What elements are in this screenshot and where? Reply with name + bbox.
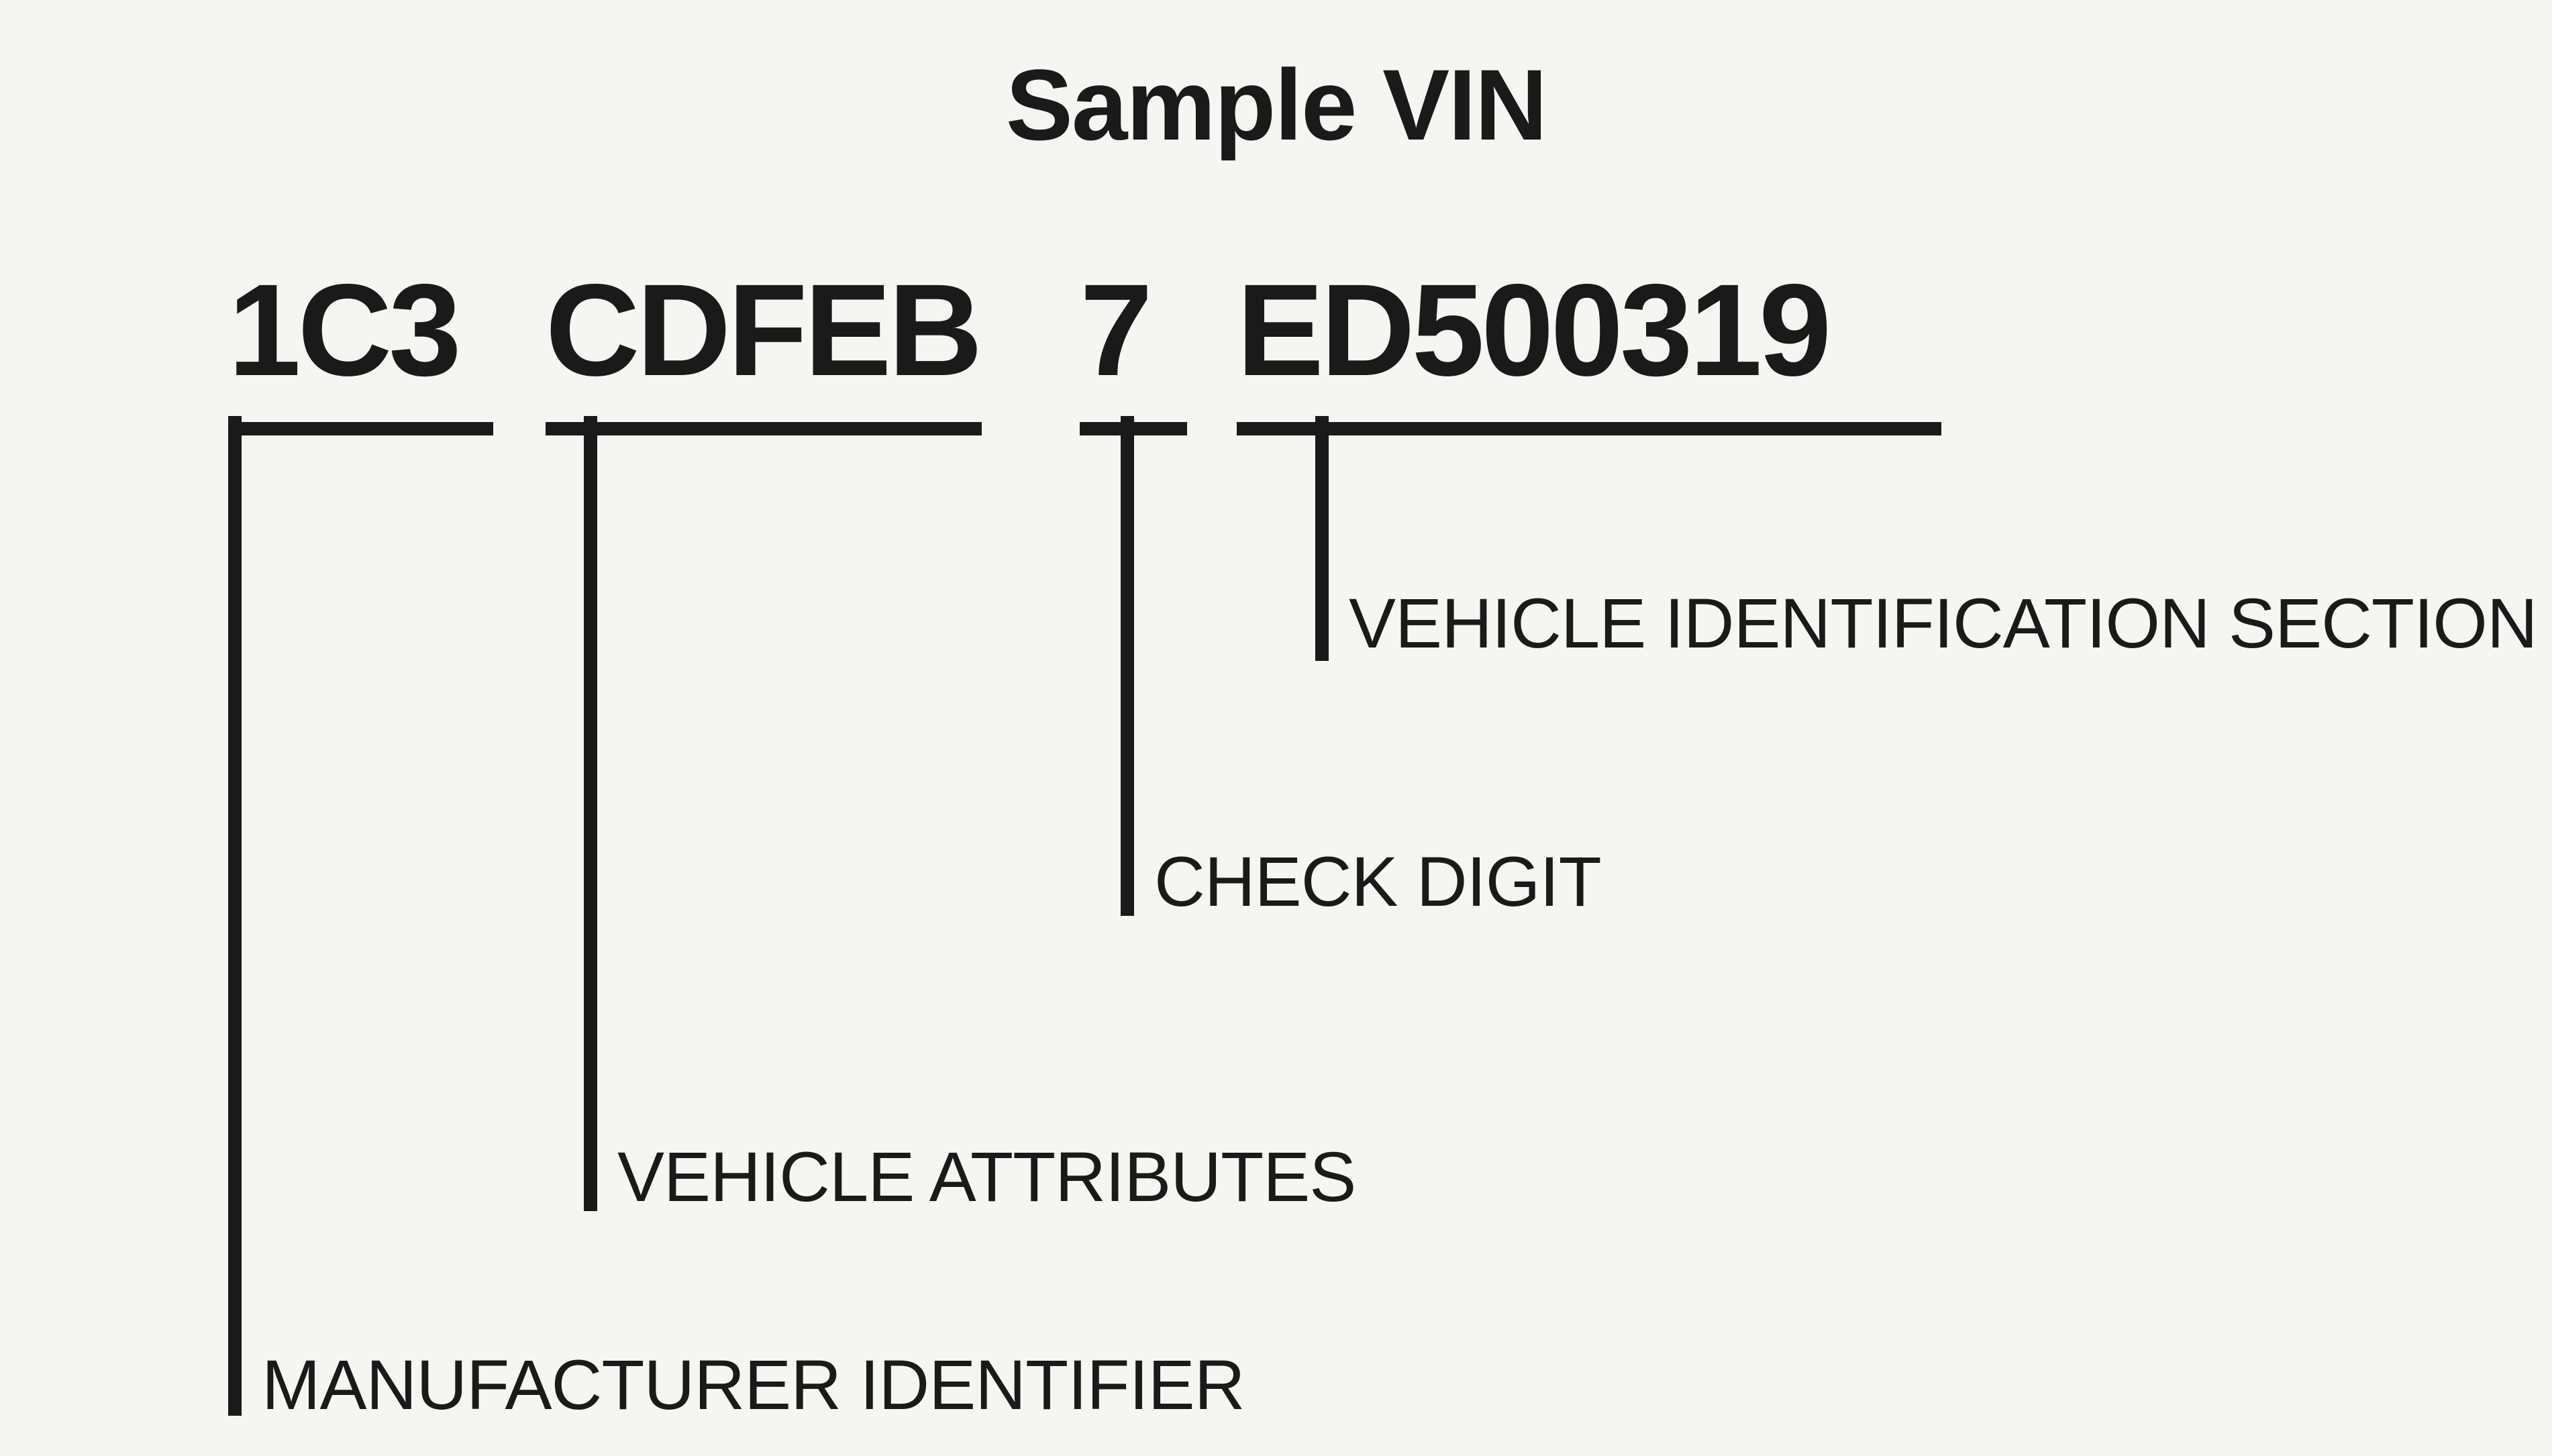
segment-check-digit: 7 bbox=[1080, 255, 1149, 405]
label-vis: VEHICLE IDENTIFICATION SECTION bbox=[1349, 584, 2537, 664]
leader-check-digit bbox=[1121, 416, 1134, 916]
label-check-digit: CHECK DIGIT bbox=[1154, 842, 1601, 923]
underline-attributes bbox=[546, 422, 982, 435]
vin-row: 1C3 CDFEB 7 ED500319 bbox=[228, 255, 1828, 405]
vin-vis: ED500319 bbox=[1237, 262, 1829, 399]
segment-vis: ED500319 bbox=[1237, 255, 1829, 405]
vin-attributes: CDFEB bbox=[546, 262, 980, 399]
gap-0 bbox=[458, 255, 546, 405]
label-manufacturer: MANUFACTURER IDENTIFIER bbox=[262, 1345, 1245, 1426]
segment-manufacturer: 1C3 bbox=[228, 255, 458, 405]
leader-vis bbox=[1315, 416, 1329, 661]
diagram-title: Sample VIN bbox=[1006, 47, 1546, 163]
underline-manufacturer bbox=[228, 422, 493, 435]
leader-attributes bbox=[584, 416, 597, 1211]
gap-2 bbox=[1150, 255, 1237, 405]
gap-1 bbox=[979, 255, 1080, 405]
label-attributes: VEHICLE ATTRIBUTES bbox=[617, 1137, 1356, 1218]
vin-manufacturer: 1C3 bbox=[228, 262, 458, 399]
underline-vis bbox=[1237, 422, 1941, 435]
leader-manufacturer bbox=[228, 416, 242, 1416]
vin-check-digit: 7 bbox=[1080, 262, 1149, 399]
segment-attributes: CDFEB bbox=[546, 255, 980, 405]
